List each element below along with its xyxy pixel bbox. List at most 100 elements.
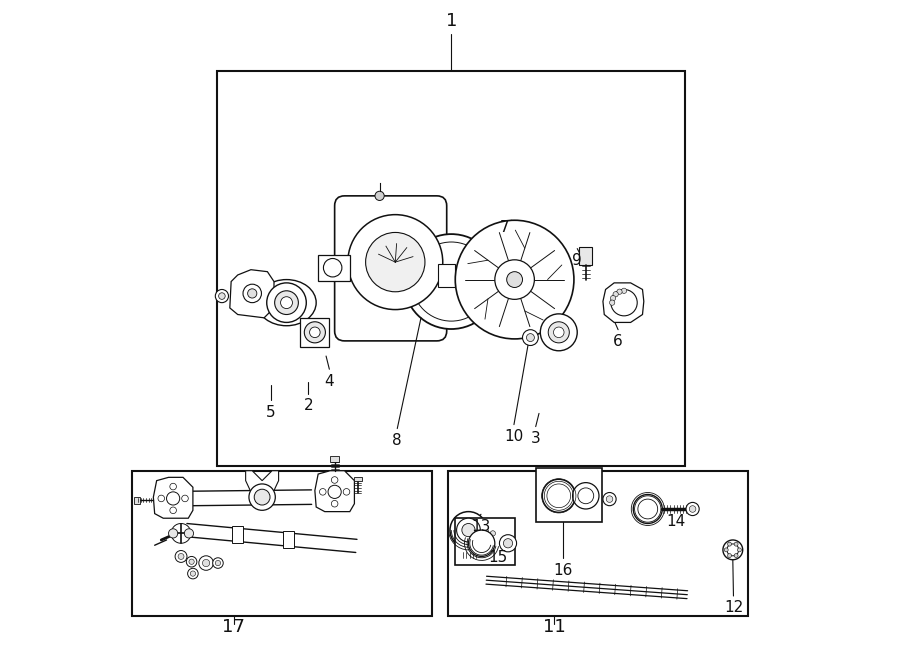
Circle shape bbox=[488, 528, 498, 539]
Circle shape bbox=[323, 258, 342, 277]
Text: 12: 12 bbox=[724, 600, 743, 615]
Circle shape bbox=[170, 507, 176, 514]
Circle shape bbox=[572, 483, 599, 509]
Circle shape bbox=[723, 540, 742, 560]
Circle shape bbox=[176, 551, 187, 563]
Polygon shape bbox=[246, 471, 279, 491]
Polygon shape bbox=[153, 477, 193, 518]
Text: 3: 3 bbox=[531, 431, 541, 446]
Bar bbox=[330, 456, 339, 461]
Circle shape bbox=[266, 283, 306, 322]
Text: 8: 8 bbox=[392, 433, 402, 448]
Circle shape bbox=[212, 558, 223, 568]
Circle shape bbox=[543, 479, 575, 512]
Circle shape bbox=[281, 297, 292, 308]
Circle shape bbox=[548, 322, 570, 343]
Bar bbox=[134, 497, 140, 504]
Circle shape bbox=[621, 288, 626, 293]
Circle shape bbox=[455, 220, 574, 339]
Circle shape bbox=[727, 544, 739, 556]
Bar bbox=[301, 318, 329, 347]
Circle shape bbox=[607, 496, 613, 502]
Circle shape bbox=[456, 518, 481, 542]
Circle shape bbox=[249, 484, 275, 510]
Circle shape bbox=[523, 330, 538, 346]
Text: 13: 13 bbox=[472, 519, 491, 534]
Circle shape bbox=[578, 488, 594, 504]
Circle shape bbox=[603, 493, 616, 506]
Text: 7: 7 bbox=[500, 220, 509, 235]
Circle shape bbox=[404, 234, 499, 329]
Circle shape bbox=[254, 489, 270, 505]
Circle shape bbox=[182, 495, 188, 502]
Circle shape bbox=[331, 477, 338, 483]
Circle shape bbox=[734, 542, 738, 546]
Circle shape bbox=[189, 559, 194, 565]
Circle shape bbox=[412, 242, 490, 321]
Circle shape bbox=[727, 553, 732, 557]
Text: 6: 6 bbox=[613, 334, 623, 350]
Text: 10: 10 bbox=[504, 428, 524, 444]
Circle shape bbox=[689, 506, 696, 512]
Text: 17: 17 bbox=[222, 618, 245, 636]
Polygon shape bbox=[315, 471, 355, 512]
Circle shape bbox=[554, 327, 564, 338]
Circle shape bbox=[610, 295, 616, 301]
Circle shape bbox=[686, 502, 699, 516]
Bar bbox=[459, 552, 464, 559]
Circle shape bbox=[500, 535, 517, 552]
Circle shape bbox=[503, 539, 513, 548]
Bar bbox=[536, 468, 601, 522]
Circle shape bbox=[613, 292, 618, 297]
Circle shape bbox=[248, 289, 256, 298]
Text: 1: 1 bbox=[446, 12, 457, 30]
Circle shape bbox=[219, 293, 225, 299]
Circle shape bbox=[184, 529, 194, 538]
Circle shape bbox=[343, 489, 350, 495]
Circle shape bbox=[215, 289, 229, 303]
Text: 4: 4 bbox=[325, 374, 334, 389]
Ellipse shape bbox=[256, 279, 316, 326]
Bar bbox=[232, 526, 243, 544]
FancyBboxPatch shape bbox=[335, 196, 446, 341]
Bar bbox=[132, 471, 432, 616]
Circle shape bbox=[331, 500, 338, 507]
Circle shape bbox=[737, 548, 742, 552]
Circle shape bbox=[202, 559, 210, 567]
Circle shape bbox=[347, 214, 443, 310]
Circle shape bbox=[507, 271, 523, 287]
Circle shape bbox=[611, 289, 637, 316]
Text: 11: 11 bbox=[543, 618, 565, 636]
Circle shape bbox=[734, 553, 738, 557]
Circle shape bbox=[199, 556, 213, 570]
Bar bbox=[455, 518, 515, 565]
Circle shape bbox=[540, 314, 577, 351]
Circle shape bbox=[320, 489, 326, 495]
Bar bbox=[448, 471, 748, 616]
Polygon shape bbox=[230, 269, 274, 318]
Circle shape bbox=[328, 485, 341, 498]
Circle shape bbox=[166, 492, 180, 505]
Bar bbox=[354, 477, 362, 481]
Circle shape bbox=[171, 524, 191, 544]
Circle shape bbox=[168, 529, 177, 538]
Text: 2: 2 bbox=[303, 399, 313, 413]
Circle shape bbox=[274, 291, 299, 314]
Text: 5: 5 bbox=[266, 405, 275, 420]
Bar bbox=[319, 254, 350, 281]
Circle shape bbox=[462, 524, 475, 537]
Circle shape bbox=[186, 557, 197, 567]
Text: 14: 14 bbox=[667, 514, 686, 529]
Circle shape bbox=[375, 191, 384, 201]
Circle shape bbox=[450, 512, 487, 549]
Bar bbox=[217, 71, 685, 466]
Text: 9: 9 bbox=[572, 253, 582, 268]
Circle shape bbox=[190, 571, 195, 576]
Circle shape bbox=[724, 548, 728, 552]
Circle shape bbox=[609, 300, 615, 305]
Text: 16: 16 bbox=[554, 563, 573, 578]
Circle shape bbox=[215, 561, 220, 566]
Circle shape bbox=[243, 284, 262, 303]
Circle shape bbox=[491, 531, 496, 536]
Bar bbox=[284, 531, 293, 548]
